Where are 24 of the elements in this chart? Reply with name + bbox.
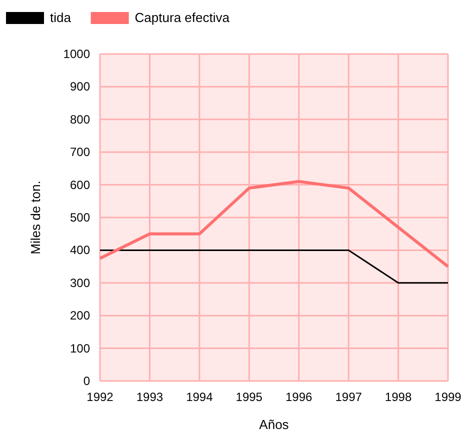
x-tick-label: 1994 [186,390,214,404]
y-tick-label: 900 [70,80,90,94]
y-tick-label: 500 [70,210,90,224]
y-tick-label: 600 [70,178,90,192]
y-tick-label: 200 [70,308,90,323]
y-tick-label: 0 [83,374,90,388]
legend-label: Captura efectiva [134,10,230,25]
line-series [98,180,450,268]
x-tick-label: 1995 [236,390,263,404]
y-tick-label: 800 [70,112,90,126]
x-tick-label: 1992 [86,390,114,404]
x-tick-label: 1993 [136,390,164,404]
x-tick-label: 1997 [335,390,362,404]
y-tick-label: 400 [70,243,90,258]
y-tick-label: 700 [70,145,90,160]
x-tick-label: 1999 [434,390,462,404]
legend-label: tida [50,10,72,25]
x-tick-label: 1996 [286,390,313,404]
y-tick-label: 100 [70,341,90,356]
x-tick-label: 1998 [384,390,412,404]
y-axis-title: Miles de ton. [28,180,43,254]
y-tick-label: 300 [70,276,90,290]
y-tick-label: 1000 [63,47,90,61]
x-axis-title: Años [259,417,290,432]
